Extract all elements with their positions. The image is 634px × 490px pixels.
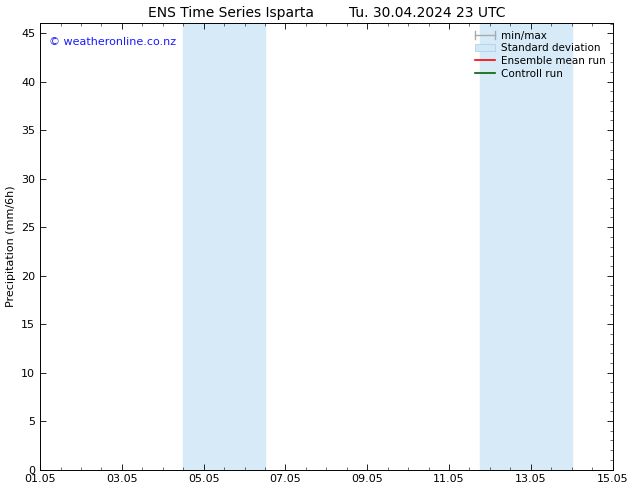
Title: ENS Time Series Isparta        Tu. 30.04.2024 23 UTC: ENS Time Series Isparta Tu. 30.04.2024 2… [148,5,505,20]
Bar [480,24,572,469]
Legend: min/max, Standard deviation, Ensemble mean run, Controll run: min/max, Standard deviation, Ensemble me… [472,29,607,81]
Y-axis label: Precipitation (mm/6h): Precipitation (mm/6h) [6,186,16,307]
Text: © weatheronline.co.nz: © weatheronline.co.nz [49,37,176,47]
Bar [183,24,265,469]
